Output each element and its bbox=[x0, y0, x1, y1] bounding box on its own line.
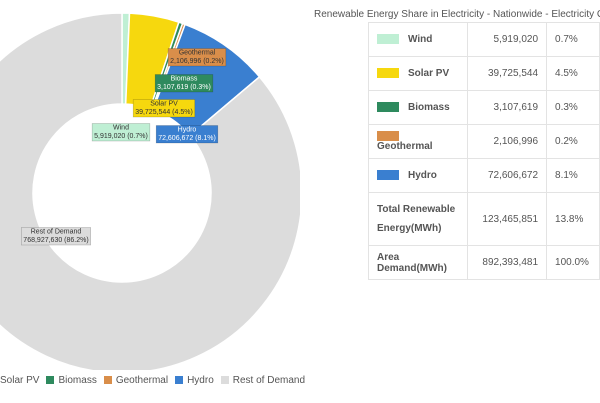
table-cell-value: 72,606,672 bbox=[466, 158, 548, 193]
table-cell-percent: 0.3% bbox=[546, 90, 600, 125]
slice-label-value: 2,106,996 (0.2%) bbox=[170, 58, 224, 65]
slice-label-value: 3,107,619 (0.3%) bbox=[157, 84, 211, 91]
slice-label-text: Geothermal 2,106,996 (0.2%) bbox=[170, 50, 224, 66]
table-row-total-renewable: Total Renewable Energy(MWh) 123,465,851 13.… bbox=[368, 192, 600, 246]
slice-label-value: 5,919,020 (0.7%) bbox=[94, 133, 148, 140]
table-cell-percent: 13.8% bbox=[546, 192, 600, 246]
slice-label-text: Solar PV 39,725,544 (4.5%) bbox=[135, 101, 193, 117]
donut-chart: Wind 5,919,020 (0.7%) Solar PV 39,725,544 (… bbox=[0, 12, 300, 370]
slice-label-text: Biomass 3,107,619 (0.3%) bbox=[157, 76, 211, 92]
slice-label-name: Geothermal bbox=[179, 50, 216, 57]
swatch-geothermal bbox=[377, 130, 399, 141]
table-cell-value: 2,106,996 bbox=[466, 124, 548, 159]
slice-label-box bbox=[167, 48, 227, 67]
table-row-wind: Wind 5,919,020 0.7% bbox=[368, 22, 600, 57]
legend-item-solar-pv[interactable]: Solar PV bbox=[0, 375, 39, 386]
table-cell-percent: 100.0% bbox=[546, 245, 600, 280]
table-cell-name: Geothermal bbox=[368, 124, 468, 159]
legend-item-hydro[interactable]: Hydro bbox=[175, 375, 214, 386]
slice-label-value: 72,606,672 (8.1%) bbox=[158, 135, 216, 142]
slice-label-value: 39,725,544 (4.5%) bbox=[135, 109, 193, 116]
slice-label-biomass: Biomass 3,107,619 (0.3%) bbox=[154, 74, 214, 93]
slice-label-box bbox=[91, 123, 151, 142]
slice-label-wind: Wind 5,919,020 (0.7%) bbox=[91, 123, 151, 142]
legend-label: Solar PV bbox=[0, 375, 40, 386]
row-label: Wind bbox=[408, 33, 433, 45]
table-cell-value: 3,107,619 bbox=[466, 90, 548, 125]
legend-swatch bbox=[175, 376, 184, 384]
slice-label-geothermal: Geothermal 2,106,996 (0.2%) bbox=[167, 48, 227, 67]
legend-item-geothermal[interactable]: Geothermal bbox=[103, 375, 169, 386]
total-label-line2: Energy(MWh) bbox=[377, 223, 442, 234]
table-cell-value: 123,465,851 bbox=[466, 192, 548, 246]
table-cell-name: Hydro bbox=[368, 158, 468, 193]
slice-label-box bbox=[155, 125, 219, 144]
table-cell-name: Wind bbox=[368, 22, 468, 57]
slice-label-value: 768,927,630 (86.2%) bbox=[23, 237, 88, 244]
table-row-hydro: Hydro 72,606,672 8.1% bbox=[368, 158, 600, 193]
table-cell-name: Biomass bbox=[368, 90, 468, 125]
legend-label: Geothermal bbox=[115, 375, 169, 386]
table-cell-percent: 0.7% bbox=[546, 22, 600, 57]
chart-legend: Solar PV Biomass Geothermal Hydro Rest of De… bbox=[0, 375, 312, 386]
slice-label-box bbox=[21, 227, 91, 246]
slice-label-solar-pv: Solar PV 39,725,544 (4.5%) bbox=[132, 99, 196, 118]
swatch-solar-pv bbox=[377, 68, 399, 79]
energy-table: Wind 5,919,020 0.7% Solar PV 39,725,544 4.5% B… bbox=[368, 22, 600, 280]
swatch-wind bbox=[377, 34, 399, 45]
slice-label-name: Rest of Demand bbox=[31, 229, 82, 236]
legend-label: Hydro bbox=[187, 375, 214, 386]
table-cell-percent: 8.1% bbox=[546, 158, 600, 193]
slice-rest-of-demand[interactable] bbox=[0, 12, 300, 370]
slice-label-name: Wind bbox=[113, 125, 129, 132]
slice-labels: Wind 5,919,020 (0.7%) Solar PV 39,725,544 (… bbox=[21, 48, 227, 246]
slice-label-name: Solar PV bbox=[150, 101, 178, 108]
slice-label-name: Hydro bbox=[178, 127, 197, 134]
table-cell-name: Area Demand(MWh) bbox=[368, 245, 468, 280]
slice-label-name: Biomass bbox=[171, 76, 198, 83]
row-label: Biomass bbox=[408, 101, 450, 113]
slice-label-box bbox=[132, 99, 196, 118]
slice-label-text: Wind 5,919,020 (0.7%) bbox=[94, 125, 148, 141]
table-title: Renewable Energy Share in Electricity - … bbox=[314, 9, 600, 20]
legend-item-biomass[interactable]: Biomass bbox=[46, 375, 97, 386]
legend-swatch bbox=[220, 376, 229, 384]
table-cell-name: Solar PV bbox=[368, 56, 468, 91]
legend-swatch bbox=[103, 376, 112, 384]
table-row-biomass: Biomass 3,107,619 0.3% bbox=[368, 90, 600, 125]
row-label: Solar PV bbox=[408, 67, 450, 79]
row-label: Hydro bbox=[408, 169, 437, 181]
total-label-line1: Total Renewable bbox=[377, 204, 456, 215]
slice-label-box bbox=[154, 74, 214, 93]
table-row-geothermal: Geothermal 2,106,996 0.2% bbox=[368, 124, 600, 159]
table-row-area-demand: Area Demand(MWh) 892,393,481 100.0% bbox=[368, 245, 600, 280]
table-row-solar-pv: Solar PV 39,725,544 4.5% bbox=[368, 56, 600, 91]
swatch-hydro bbox=[377, 170, 399, 181]
table-cell-value: 5,919,020 bbox=[466, 22, 548, 57]
swatch-biomass bbox=[377, 102, 399, 113]
slice-label-hydro: Hydro 72,606,672 (8.1%) bbox=[155, 125, 219, 144]
table-cell-name: Total Renewable Energy(MWh) bbox=[368, 192, 468, 246]
table-cell-percent: 4.5% bbox=[546, 56, 600, 91]
legend-swatch bbox=[46, 376, 55, 384]
legend-label: Rest of Demand bbox=[232, 375, 306, 386]
slice-label-text: Hydro 72,606,672 (8.1%) bbox=[158, 127, 216, 143]
table-cell-percent: 0.2% bbox=[546, 124, 600, 159]
donut-slices bbox=[0, 12, 300, 370]
legend-label: Biomass bbox=[58, 375, 97, 386]
table-cell-value: 39,725,544 bbox=[466, 56, 548, 91]
table-cell-value: 892,393,481 bbox=[466, 245, 548, 280]
legend-item-rest-of-demand[interactable]: Rest of Demand bbox=[220, 375, 306, 386]
row-label: Geothermal bbox=[377, 141, 433, 153]
slice-label-rest-of-demand: Rest of Demand 768,927,630 (86.2%) bbox=[21, 227, 91, 246]
slice-label-text: Rest of Demand 768,927,630 (86.2%) bbox=[23, 229, 88, 245]
